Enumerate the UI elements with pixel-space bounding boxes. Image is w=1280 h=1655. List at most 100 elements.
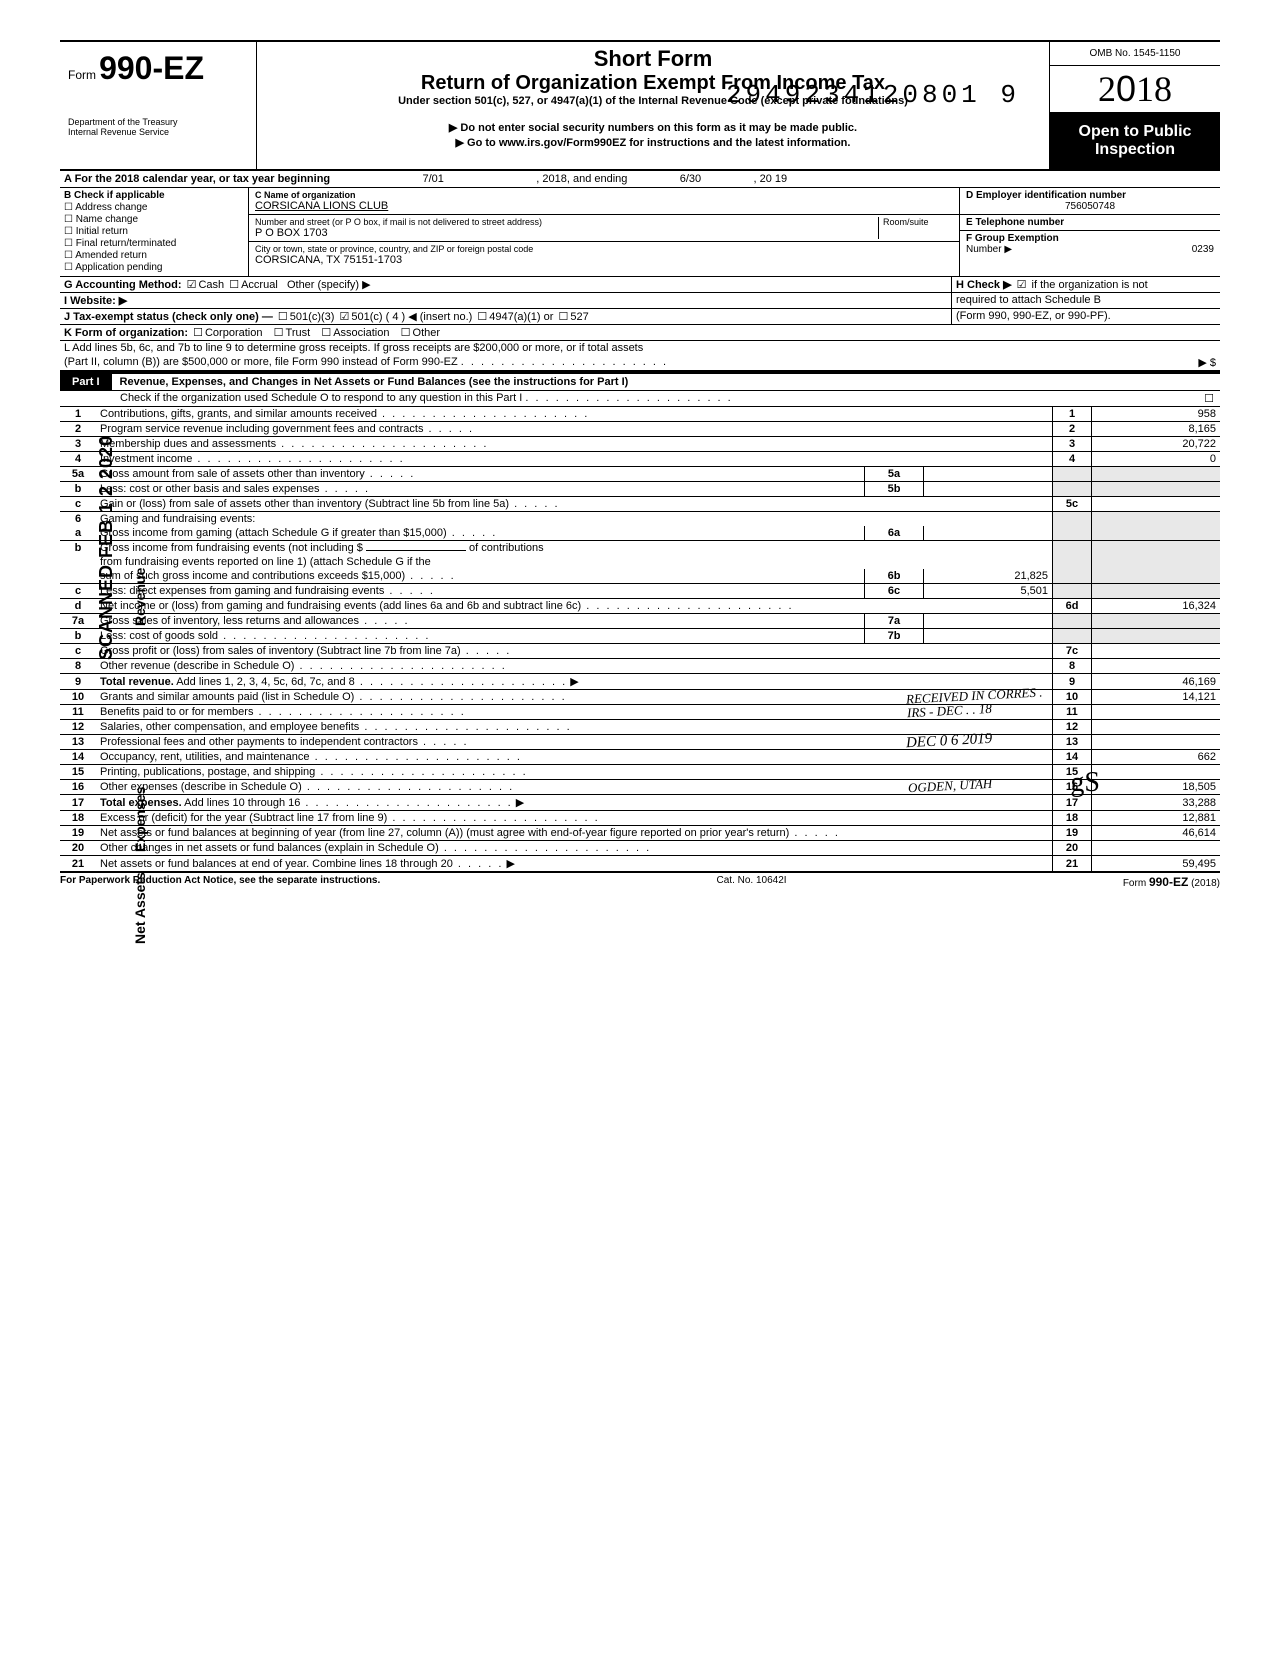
desc-10: Grants and similar amounts paid (list in… — [100, 691, 354, 703]
trust-label: Trust — [286, 327, 311, 339]
label-group-exemption-no: Number ▶ — [966, 244, 1012, 255]
chk-schedule-o[interactable] — [1202, 392, 1216, 405]
lineno-11: 11 — [60, 705, 96, 720]
sub-5a: 5a — [865, 467, 924, 482]
chk-501c3[interactable] — [276, 311, 290, 323]
amt-19: 46,614 — [1092, 826, 1221, 841]
amt-9: 46,169 — [1092, 674, 1221, 690]
lineno-7c: c — [60, 644, 96, 659]
line-h-text3: (Form 990, 990-EZ, or 990-PF). — [956, 310, 1111, 322]
tax-year: 2018 — [1050, 66, 1220, 113]
amt-8 — [1092, 659, 1221, 674]
box-5c: 5c — [1053, 497, 1092, 512]
part-1-tag: Part I — [60, 374, 112, 390]
desc-1: Contributions, gifts, grants, and simila… — [100, 408, 377, 420]
label-room: Room/suite — [878, 217, 953, 239]
box-5b-shaded — [1053, 482, 1092, 497]
line-17: 17 Total expenses. Add lines 10 through … — [60, 795, 1220, 811]
box-6-shaded — [1053, 512, 1092, 527]
line-l-2: (Part II, column (B)) are $500,000 or mo… — [60, 355, 1220, 372]
lineno-12: 12 — [60, 720, 96, 735]
line-15: 15 Printing, publications, postage, and … — [60, 765, 1220, 780]
amt-17: 33,288 — [1092, 795, 1221, 811]
chk-cash[interactable] — [185, 279, 199, 291]
chk-trust[interactable] — [272, 327, 286, 339]
chk-initial-return[interactable]: Initial return — [64, 226, 244, 237]
desc-8: Other revenue (describe in Schedule O) — [100, 660, 294, 672]
chk-527[interactable] — [557, 311, 571, 323]
chk-address-change[interactable]: Address change — [64, 202, 244, 213]
org-name: CORSICANA LIONS CLUB — [255, 200, 953, 212]
chk-other-org[interactable] — [399, 327, 413, 339]
line-k-label: K Form of organization: — [64, 327, 188, 339]
box-9: 9 — [1053, 674, 1092, 690]
dept-irs: Internal Revenue Service — [68, 127, 248, 137]
chk-4947a1[interactable] — [475, 311, 489, 323]
desc-6b-1: Gross income from fundraising events (no… — [100, 542, 363, 554]
desc-6d: Net income or (loss) from gaming and fun… — [100, 600, 581, 612]
line-5b: b Less: cost or other basis and sales ex… — [60, 482, 1220, 497]
subval-5a — [924, 467, 1053, 482]
lineno-6a: a — [60, 526, 96, 541]
amt-3: 20,722 — [1092, 437, 1221, 452]
sub-6a: 6a — [865, 526, 924, 541]
chk-no-schedule-b[interactable] — [1015, 279, 1029, 291]
footer-form-year: (2018) — [1191, 878, 1220, 889]
line-h-text: if the organization is not — [1032, 279, 1148, 291]
line-21: 21 Net assets or fund balances at end of… — [60, 856, 1220, 873]
desc-15: Printing, publications, postage, and shi… — [100, 766, 315, 778]
section-bcdef: B Check if applicable Address change Nam… — [60, 188, 1220, 277]
line-8: 8 Other revenue (describe in Schedule O)… — [60, 659, 1220, 674]
line-k: K Form of organization: Corporation Trus… — [60, 325, 1220, 341]
amt-18: 12,881 — [1092, 811, 1221, 826]
amt-14: 662 — [1092, 750, 1221, 765]
amt-6a-shaded — [1092, 526, 1221, 541]
chk-501c[interactable] — [337, 311, 351, 323]
line-7c: c Gross profit or (loss) from sales of i… — [60, 644, 1220, 659]
footer-center: Cat. No. 10642I — [717, 875, 787, 889]
chk-amended-return[interactable]: Amended return — [64, 250, 244, 261]
line-h-text2: required to attach Schedule B — [956, 294, 1101, 306]
subval-6c: 5,501 — [924, 584, 1053, 599]
box-18: 18 — [1053, 811, 1092, 826]
lineno-18: 18 — [60, 811, 96, 826]
line-a-mid: , 2018, and ending — [536, 173, 627, 185]
cash-label: Cash — [198, 279, 224, 291]
received-stamp-3: DEC 0 6 2019 — [905, 731, 992, 752]
chk-accrual[interactable] — [227, 279, 241, 291]
org-address: P O BOX 1703 — [255, 227, 878, 239]
amt-20 — [1092, 841, 1221, 856]
line-a-suffix: , 20 19 — [754, 173, 788, 185]
501c3-label: 501(c)(3) — [290, 311, 335, 323]
tax-year-begin: 7/01 — [333, 173, 533, 185]
other-method-label: Other (specify) ▶ — [287, 279, 371, 291]
501c-label: 501(c) ( 4 ) ◀ (insert no.) — [351, 311, 472, 323]
desc-7b: Less: cost of goods sold — [100, 630, 218, 642]
label-org-name: C Name of organization — [255, 190, 953, 200]
lineno-6d: d — [60, 599, 96, 614]
chk-name-change[interactable]: Name change — [64, 214, 244, 225]
part-1-header: Part I Revenue, Expenses, and Changes in… — [60, 372, 1220, 391]
other-org-label: Other — [413, 327, 441, 339]
group-exemption-number: 0239 — [1192, 244, 1214, 255]
instructions-link: ▶ Go to www.irs.gov/Form990EZ for instru… — [265, 136, 1041, 149]
line-20: 20 Other changes in net assets or fund b… — [60, 841, 1220, 856]
box-2: 2 — [1053, 422, 1092, 437]
form-prefix: Form — [68, 68, 96, 82]
lineno-5c: c — [60, 497, 96, 512]
footer-form-name: 990-EZ — [1149, 875, 1188, 889]
chk-corporation[interactable] — [191, 327, 205, 339]
desc-5c: Gain or (loss) from sale of assets other… — [100, 498, 509, 510]
amt-5c — [1092, 497, 1221, 512]
line-g-h: G Accounting Method: Cash Accrual Other … — [60, 277, 1220, 293]
subval-6a — [924, 526, 1053, 541]
chk-association[interactable] — [319, 327, 333, 339]
line-6c: c Less: direct expenses from gaming and … — [60, 584, 1220, 599]
chk-final-return[interactable]: Final return/terminated — [64, 238, 244, 249]
4947a1-label: 4947(a)(1) or — [489, 311, 553, 323]
chk-application-pending[interactable]: Application pending — [64, 262, 244, 273]
line-h-label: H Check ▶ — [956, 279, 1012, 291]
line-6: 6 Gaming and fundraising events: — [60, 512, 1220, 527]
form-lines-table: 1 Contributions, gifts, grants, and simi… — [60, 407, 1220, 873]
open-to-public: Open to Public — [1054, 123, 1216, 141]
